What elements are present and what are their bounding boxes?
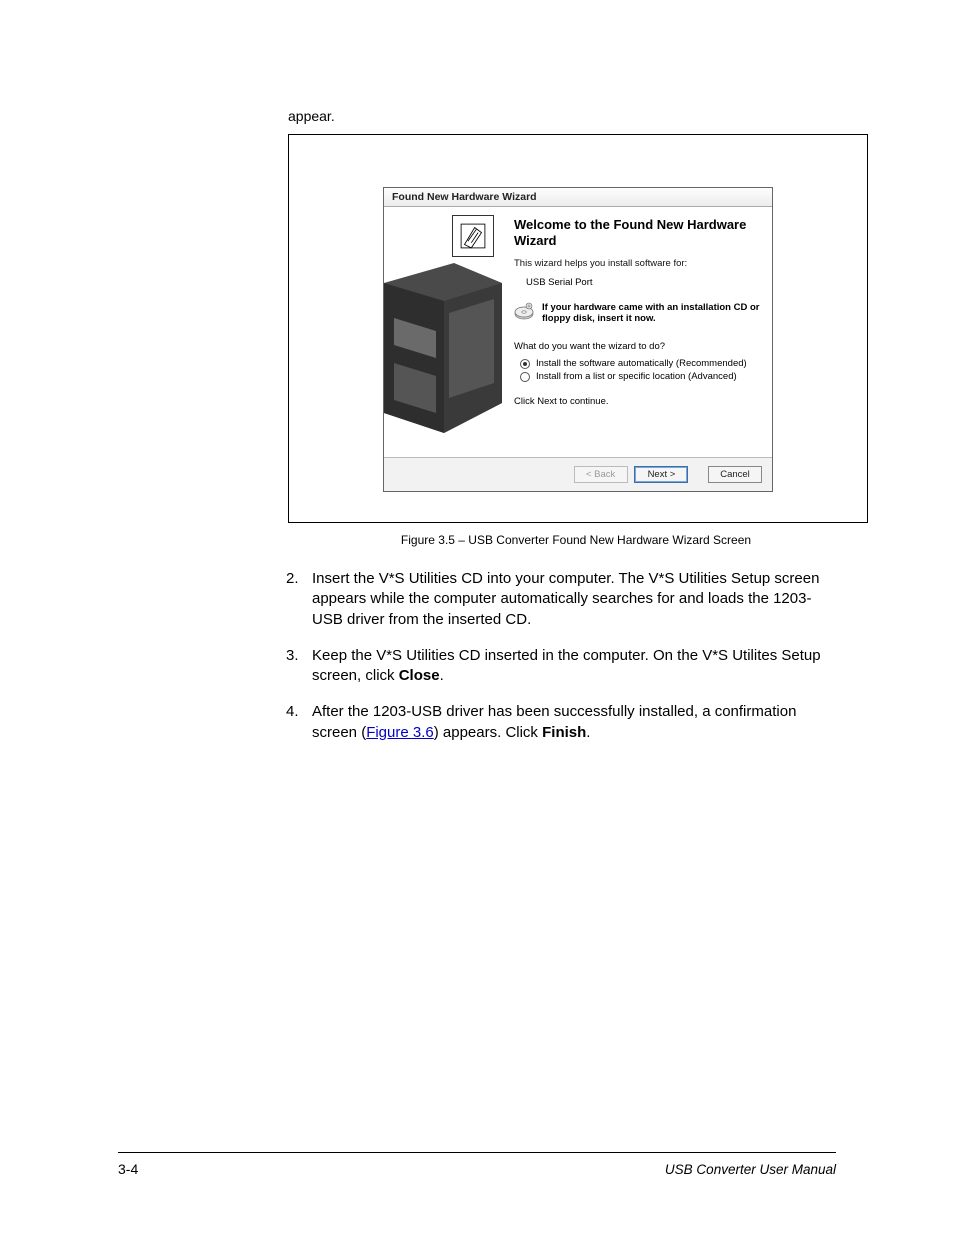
radio-dot-icon (520, 372, 530, 382)
step-3: 3. Keep the V*S Utilities CD inserted in… (286, 646, 836, 687)
back-button: < Back (574, 466, 628, 483)
hardware-wizard-window: Found New Hardware Wizard (383, 187, 773, 492)
step-number: 4. (286, 702, 299, 722)
wizard-heading: Welcome to the Found New Hardware Wizard (514, 217, 760, 250)
step-text: Insert the V*S Utilities CD into your co… (312, 570, 819, 628)
figure-3-6-link[interactable]: Figure 3.6 (366, 724, 434, 741)
cd-insert-notice: If your hardware came with an installati… (542, 302, 760, 326)
figure-frame: Found New Hardware Wizard (288, 134, 868, 523)
wizard-question: What do you want the wizard to do? (514, 341, 760, 352)
radio-install-auto[interactable]: Install the software automatically (Reco… (520, 358, 760, 369)
manual-title: USB Converter User Manual (665, 1162, 836, 1177)
next-button[interactable]: Next > (634, 466, 688, 483)
finish-bold: Finish (542, 724, 586, 741)
step-number: 3. (286, 646, 299, 666)
instruction-list: 2. Insert the V*S Utilities CD into your… (286, 569, 836, 743)
cancel-button[interactable]: Cancel (708, 466, 762, 483)
step-2: 2. Insert the V*S Utilities CD into your… (286, 569, 836, 630)
device-icon (452, 215, 494, 257)
step-text-b: ) appears. Click (434, 724, 542, 741)
step-text-b: . (440, 667, 444, 684)
wizard-titlebar: Found New Hardware Wizard (384, 188, 772, 207)
wizard-continue-hint: Click Next to continue. (514, 396, 760, 407)
radio-auto-label: Install the software automatically (Reco… (536, 358, 747, 369)
step-text-a: Keep the V*S Utilities CD inserted in th… (312, 647, 821, 684)
wizard-sidebar-art (384, 207, 502, 457)
figure-caption: Figure 3.5 – USB Converter Found New Har… (286, 533, 866, 547)
radio-install-list[interactable]: Install from a list or specific location… (520, 371, 760, 382)
step-4: 4. After the 1203-USB driver has been su… (286, 702, 836, 743)
radio-dot-icon (520, 359, 530, 369)
step-number: 2. (286, 569, 299, 589)
wizard-intro: This wizard helps you install software f… (514, 258, 760, 269)
footer-rule (118, 1152, 836, 1153)
wizard-footer: < Back Next > Cancel (384, 457, 772, 491)
manual-page: appear. Found New Hardware Wizard (0, 0, 954, 1235)
wizard-device-name: USB Serial Port (526, 277, 760, 288)
cd-icon (514, 302, 534, 322)
step-text-c: . (586, 724, 590, 741)
radio-list-label: Install from a list or specific location… (536, 371, 737, 382)
close-bold: Close (399, 667, 440, 684)
lead-fragment: appear. (288, 108, 836, 124)
page-number: 3-4 (118, 1161, 138, 1177)
